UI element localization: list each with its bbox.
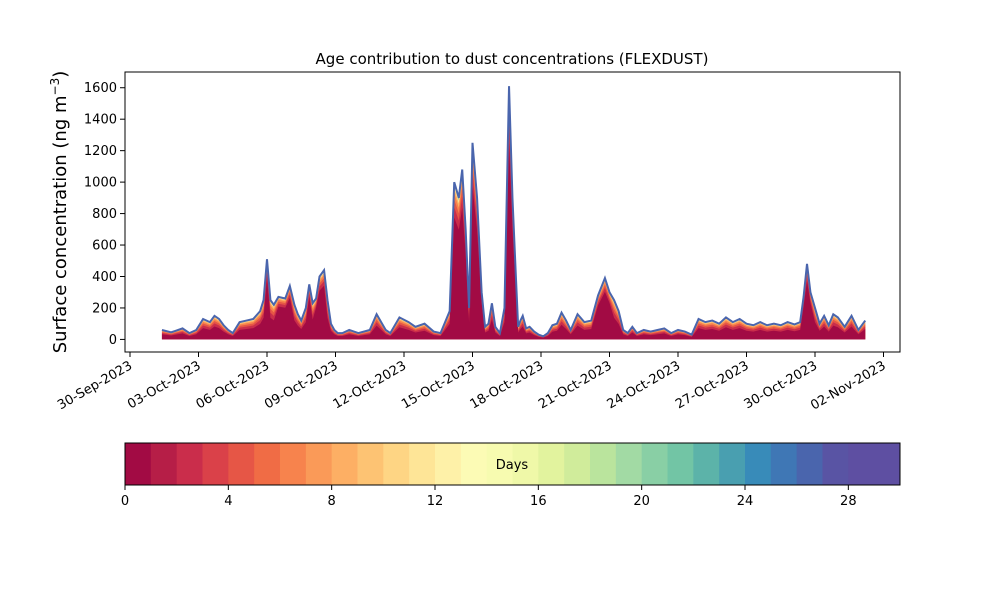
x-tick-label: 09-Oct-2023 — [262, 358, 340, 412]
x-axis: 30-Sep-202303-Oct-202306-Oct-202309-Oct-… — [55, 352, 889, 413]
colorbar-cell — [512, 443, 539, 485]
colorbar-tick-label: 0 — [121, 494, 129, 509]
chart-title: Age contribution to dust concentrations … — [316, 50, 709, 68]
colorbar-cell — [228, 443, 255, 485]
colorbar-cell — [745, 443, 772, 485]
colorbar-cell — [667, 443, 694, 485]
colorbar-cell — [693, 443, 720, 485]
colorbar-cell — [280, 443, 307, 485]
x-tick-label: 27-Oct-2023 — [673, 358, 751, 412]
colorbar-cell — [874, 443, 901, 485]
colorbar-cell — [848, 443, 875, 485]
y-tick-label: 0 — [109, 333, 117, 348]
colorbar-tick-label: 28 — [840, 494, 857, 509]
colorbar-cell — [435, 443, 462, 485]
colorbar-label: Days — [496, 458, 529, 473]
y-tick-label: 1000 — [84, 176, 117, 191]
colorbar-cell — [590, 443, 617, 485]
x-tick-label: 18-Oct-2023 — [468, 358, 546, 412]
age-stack-layers — [161, 86, 866, 340]
colorbar: Days 0 4 8 12 16 20 24 28 — [121, 442, 901, 509]
colorbar-cell — [615, 443, 643, 485]
colorbar-tick-label: 16 — [530, 494, 547, 509]
colorbar-cell — [383, 443, 410, 485]
x-tick-label: 02-Nov-2023 — [808, 358, 888, 413]
x-tick-label: 06-Oct-2023 — [194, 358, 272, 412]
y-axis: 0 200 400 600 800 1000 1200 1400 1600 — [84, 81, 125, 348]
y-tick-label: 200 — [92, 301, 117, 316]
y-tick-label: 600 — [92, 239, 117, 254]
y-tick-label: 1200 — [84, 144, 117, 159]
age-layer — [161, 143, 866, 340]
y-tick-label: 1600 — [84, 81, 117, 96]
x-tick-label: 21-Oct-2023 — [536, 358, 614, 412]
colorbar-cell — [357, 443, 384, 485]
colorbar-cell — [822, 443, 849, 485]
colorbar-cell — [331, 443, 358, 485]
colorbar-cell — [770, 443, 798, 485]
colorbar-cell — [641, 443, 668, 485]
x-tick-label: 30-Sep-2023 — [55, 358, 135, 413]
colorbar-ticks: 0 4 8 12 16 20 24 28 — [121, 485, 857, 509]
x-tick-label: 15-Oct-2023 — [399, 358, 477, 412]
y-tick-label: 800 — [92, 207, 117, 222]
x-tick-label: 03-Oct-2023 — [125, 358, 203, 412]
x-tick-label: 24-Oct-2023 — [605, 358, 683, 412]
colorbar-cell — [564, 443, 591, 485]
colorbar-cell — [719, 443, 746, 485]
colorbar-tick-label: 12 — [427, 494, 444, 509]
colorbar-tick-label: 20 — [633, 494, 650, 509]
colorbar-cell — [176, 443, 203, 485]
colorbar-cells — [125, 443, 901, 485]
colorbar-cell — [150, 443, 178, 485]
colorbar-cell — [202, 443, 229, 485]
y-axis-label: Surface concentration (ng m−3) — [48, 71, 71, 354]
colorbar-cell — [486, 443, 513, 485]
colorbar-tick-label: 24 — [737, 494, 754, 509]
colorbar-cell — [796, 443, 823, 485]
y-tick-label: 1400 — [84, 113, 117, 128]
plot-area — [161, 86, 867, 340]
y-tick-label: 400 — [92, 270, 117, 285]
colorbar-cell — [538, 443, 565, 485]
colorbar-cell — [305, 443, 333, 485]
colorbar-cell — [254, 443, 281, 485]
x-tick-label: 30-Oct-2023 — [742, 358, 820, 412]
colorbar-cell — [460, 443, 488, 485]
colorbar-frame — [124, 442, 901, 486]
colorbar-cell — [409, 443, 436, 485]
colorbar-cell — [125, 443, 152, 485]
total-concentration-line — [161, 86, 867, 338]
colorbar-tick-label: 4 — [224, 494, 232, 509]
x-tick-label: 12-Oct-2023 — [331, 358, 409, 412]
plot-frame — [124, 71, 901, 353]
colorbar-tick-label: 8 — [328, 494, 336, 509]
